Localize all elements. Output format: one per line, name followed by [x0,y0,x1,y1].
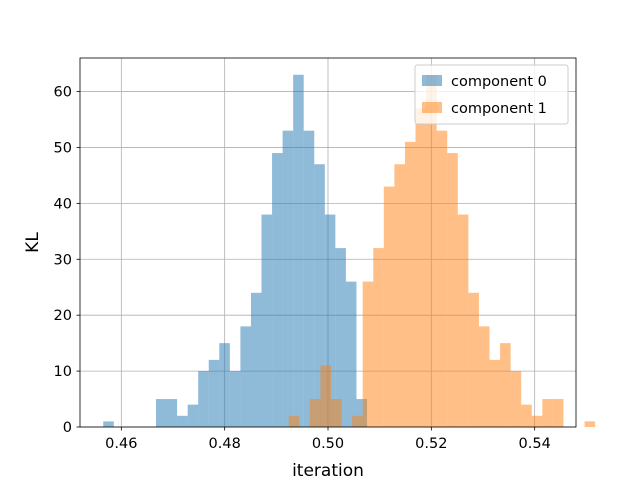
histogram-bar [426,74,437,427]
histogram-bar [584,421,596,427]
histogram-bar [324,214,336,427]
histogram-bar [468,292,479,427]
histogram-bar [314,164,325,427]
histogram-bar [478,326,490,427]
histogram-bar [103,421,114,427]
histogram-bar [521,404,532,427]
histogram-bar [489,359,501,427]
histogram-bar [335,248,346,427]
histogram-bars [103,74,596,428]
histogram-bar [552,399,564,427]
y-tick-label: 50 [54,140,72,156]
histogram-bar [156,399,167,427]
y-tick-label: 30 [54,252,72,268]
legend-box [414,64,569,125]
histogram-bar [198,371,209,427]
histogram-bar [373,248,384,427]
legend-swatch [422,75,442,86]
histogram-bar [447,153,458,427]
x-axis-title: iteration [292,461,364,480]
x-tick-label: 0.50 [312,436,344,452]
histogram-bar [272,153,283,427]
histogram-bar [288,415,300,427]
series-1-bars [288,74,596,428]
histogram-bar [177,415,188,427]
legend: component 0 component 1 [414,64,569,125]
histogram-bar [362,281,374,427]
histogram-bar [394,164,405,427]
histogram-bar [240,326,251,427]
y-tick-label: 20 [54,308,72,324]
histogram-bar [383,186,395,427]
x-tick-label: 0.46 [105,436,137,452]
histogram-bar [229,371,241,427]
histogram-bar [542,399,553,427]
y-axis-title: KL [23,232,43,253]
histogram-bar [510,371,522,427]
x-axis-ticks: 0.46 0.48 0.50 0.52 0.54 [105,427,551,452]
histogram-bar [500,343,511,427]
y-axis-ticks: 0 10 20 30 40 50 60 [54,85,80,436]
y-tick-label: 40 [54,196,72,212]
histogram-bar [531,415,543,427]
x-tick-label: 0.48 [209,436,241,452]
histogram-bar [356,399,368,427]
histogram-bar [320,365,331,427]
histogram-bar [345,281,357,427]
y-tick-label: 0 [63,420,72,436]
legend-label: component 1 [451,101,547,117]
histogram-bar [208,359,220,427]
series-0-bars [103,74,368,427]
x-tick-label: 0.52 [415,436,447,452]
histogram-bar [457,214,469,427]
histogram-bar [250,292,262,427]
histogram-bar [187,404,199,427]
y-tick-label: 10 [54,364,72,380]
histogram-bar [293,74,304,427]
histogram-bar [261,214,273,427]
histogram-bar [303,130,315,427]
histogram-bar [404,141,416,427]
histogram-bar [352,415,363,427]
histogram-bar [219,343,230,427]
histogram-bar [330,399,342,427]
y-tick-label: 60 [54,85,72,101]
x-tick-label: 0.54 [519,436,551,452]
histogram-bar [309,399,321,427]
histogram-bar [436,130,448,427]
legend-swatch [422,102,442,113]
histogram-bar [166,399,178,427]
histogram-bar [415,108,427,428]
legend-label: component 0 [451,74,547,90]
histogram-bar [282,130,294,427]
